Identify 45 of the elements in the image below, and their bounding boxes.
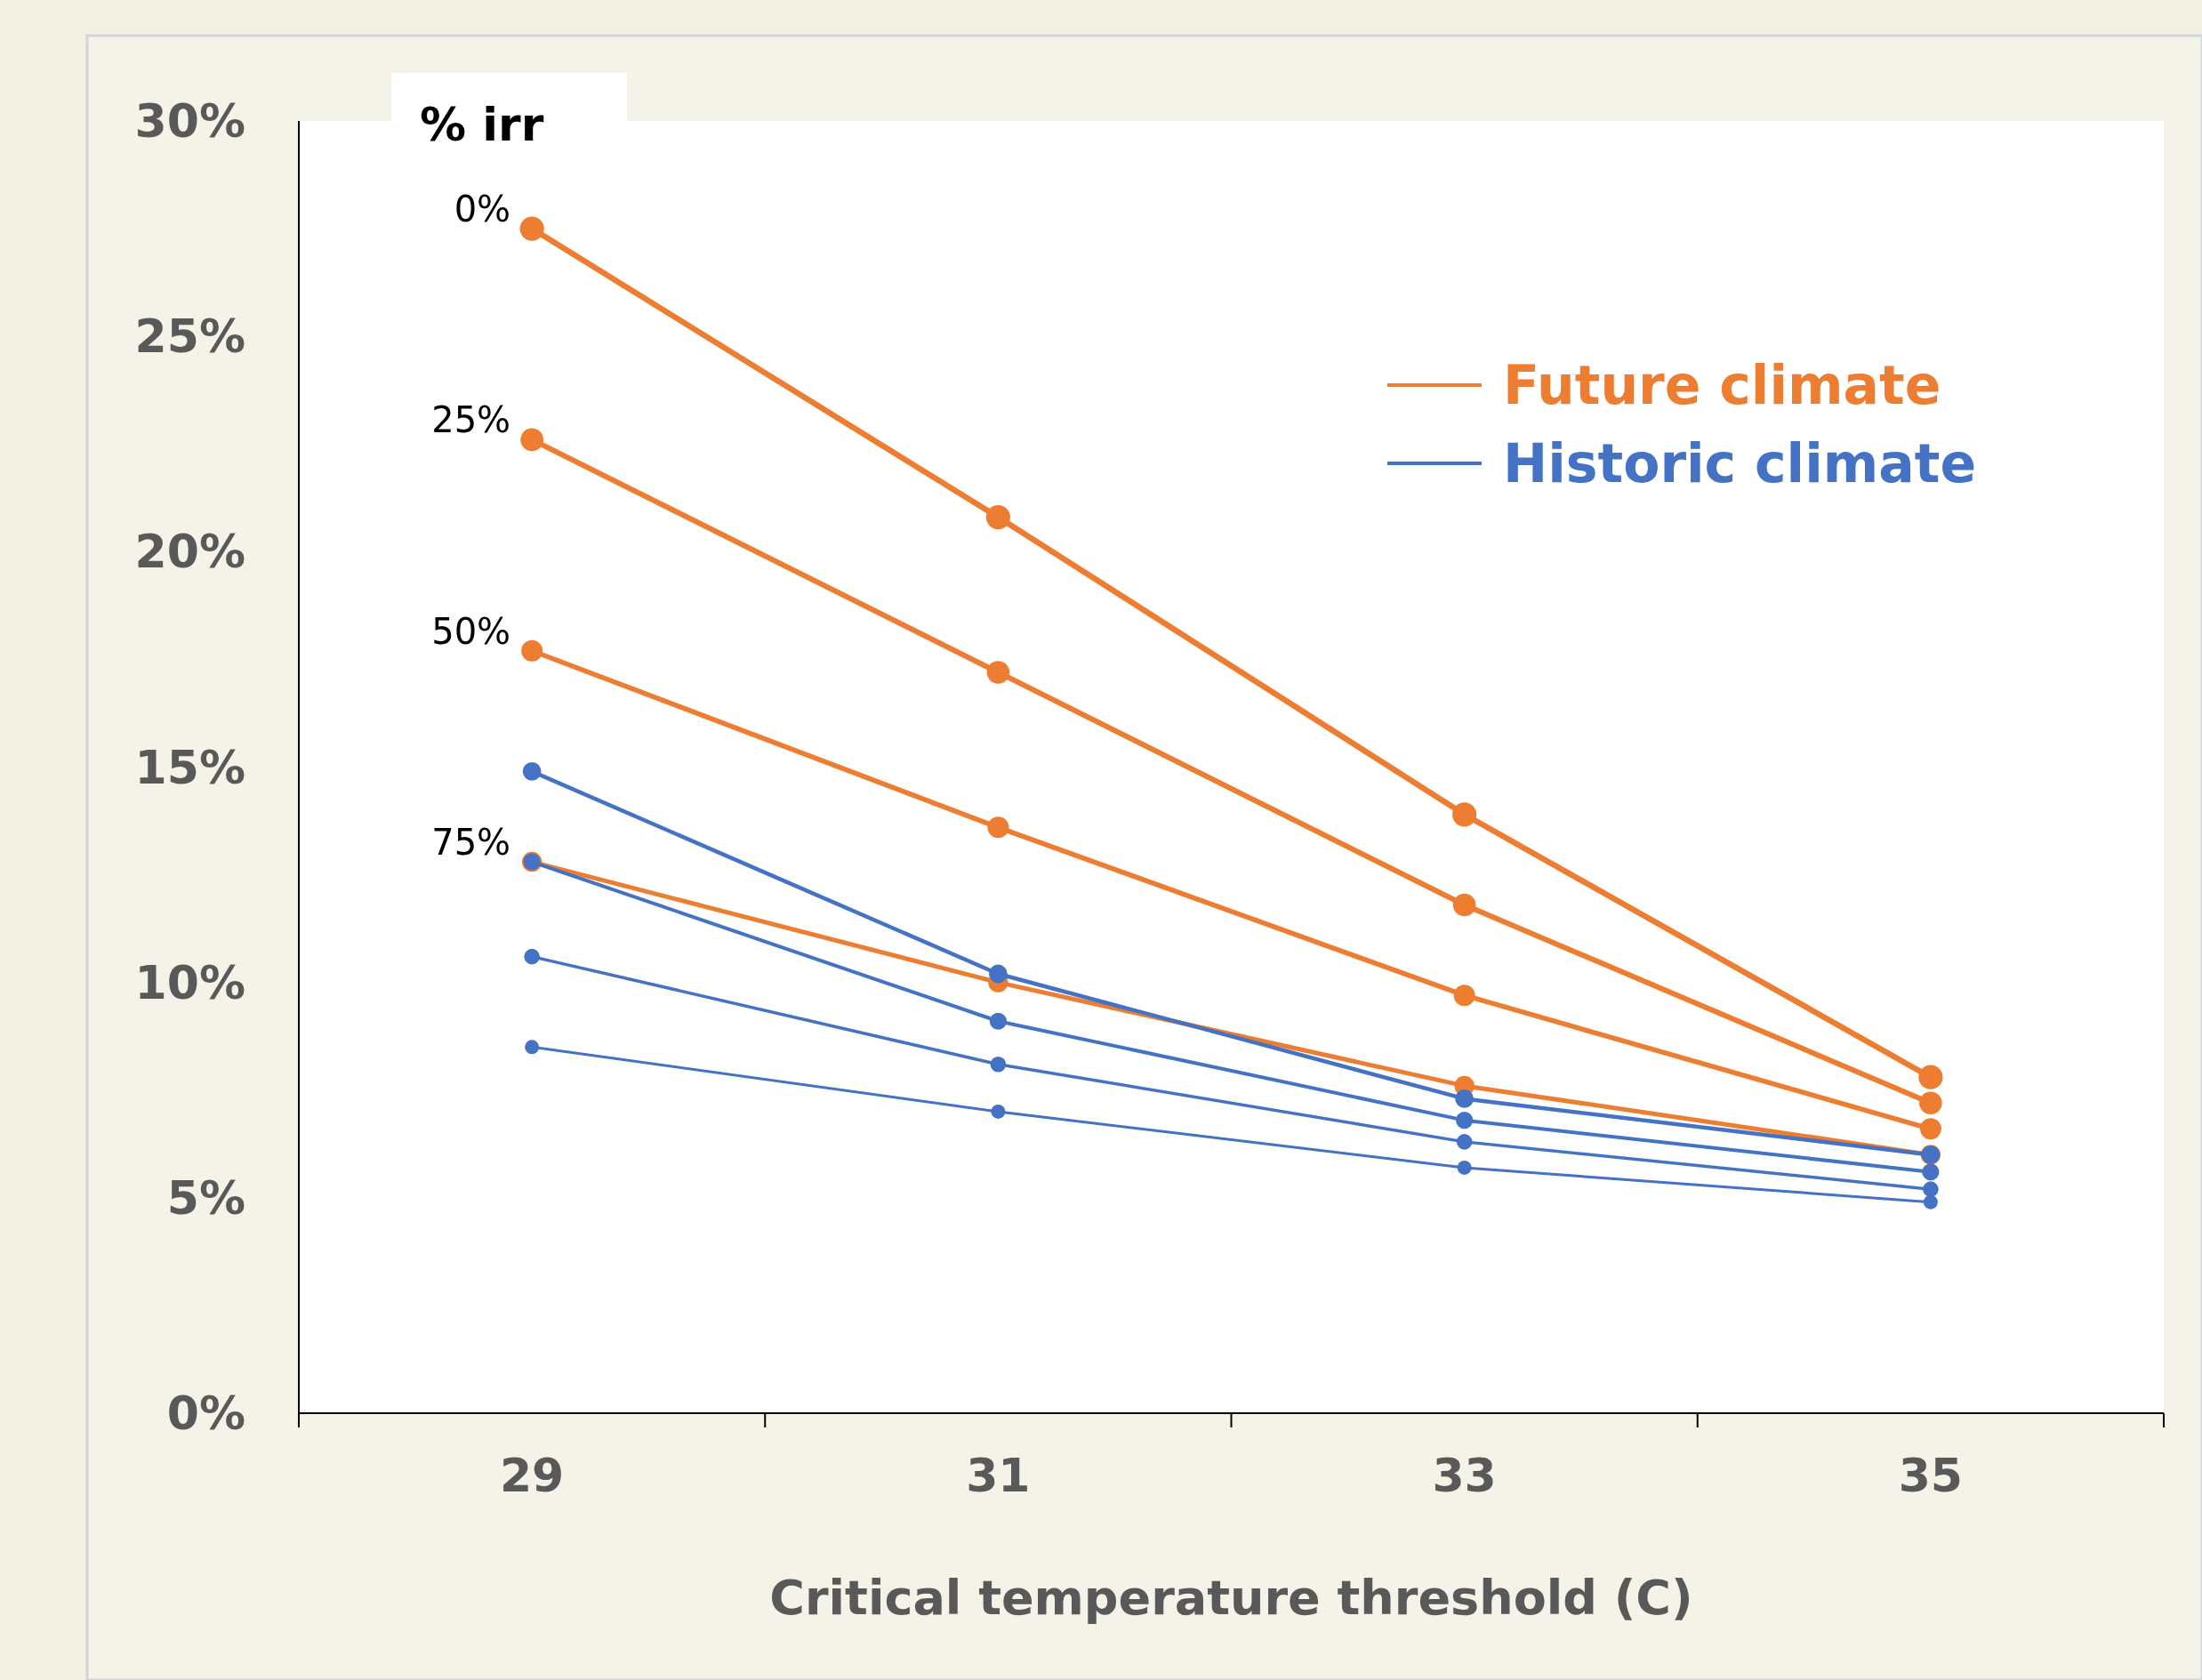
annotation: 75%	[431, 822, 511, 864]
x-tick-label: 35	[1898, 1449, 1964, 1502]
point	[1452, 802, 1477, 827]
y-tick-label: 20%	[134, 525, 245, 579]
point	[1457, 1160, 1472, 1175]
point	[985, 504, 1010, 530]
point	[1455, 1089, 1475, 1108]
point	[990, 1056, 1007, 1073]
point	[1923, 1194, 1938, 1210]
annotation: 50%	[431, 610, 511, 652]
x-tick-label: 31	[966, 1449, 1031, 1502]
y-tick-label: 5%	[166, 1170, 245, 1225]
point	[519, 216, 544, 241]
point	[522, 761, 542, 781]
legend-label: Future climate	[1503, 354, 1941, 416]
annotation: 25%	[431, 399, 511, 441]
y-tick-label: 25%	[134, 309, 245, 364]
legend-label: Historic climate	[1503, 432, 1977, 494]
point	[1918, 1065, 1943, 1089]
point	[1919, 1091, 1942, 1115]
annotation: % irr	[420, 98, 544, 151]
x-axis-title: Critical temperature threshold (C)	[769, 1570, 1693, 1626]
point	[524, 948, 540, 965]
y-tick-label: 0%	[166, 1387, 245, 1440]
y-tick-label: 15%	[134, 740, 245, 794]
point	[989, 1012, 1007, 1030]
point	[986, 661, 1010, 684]
y-tick-label: 30%	[134, 94, 245, 148]
point	[1456, 1112, 1474, 1129]
point	[1453, 985, 1475, 1007]
point	[1922, 1163, 1940, 1181]
x-tick-label: 33	[1432, 1449, 1497, 1502]
point	[520, 428, 543, 452]
x-tick-label: 29	[499, 1449, 565, 1502]
point	[525, 1040, 540, 1055]
point	[988, 964, 1008, 984]
point	[1456, 1134, 1473, 1150]
point	[1452, 893, 1476, 917]
point	[987, 816, 1009, 839]
annotation: 0%	[454, 189, 511, 230]
point	[1923, 1181, 1939, 1197]
point	[521, 639, 543, 662]
point	[1919, 1118, 1941, 1140]
point	[991, 1104, 1006, 1119]
y-tick-label: 10%	[134, 955, 245, 1009]
